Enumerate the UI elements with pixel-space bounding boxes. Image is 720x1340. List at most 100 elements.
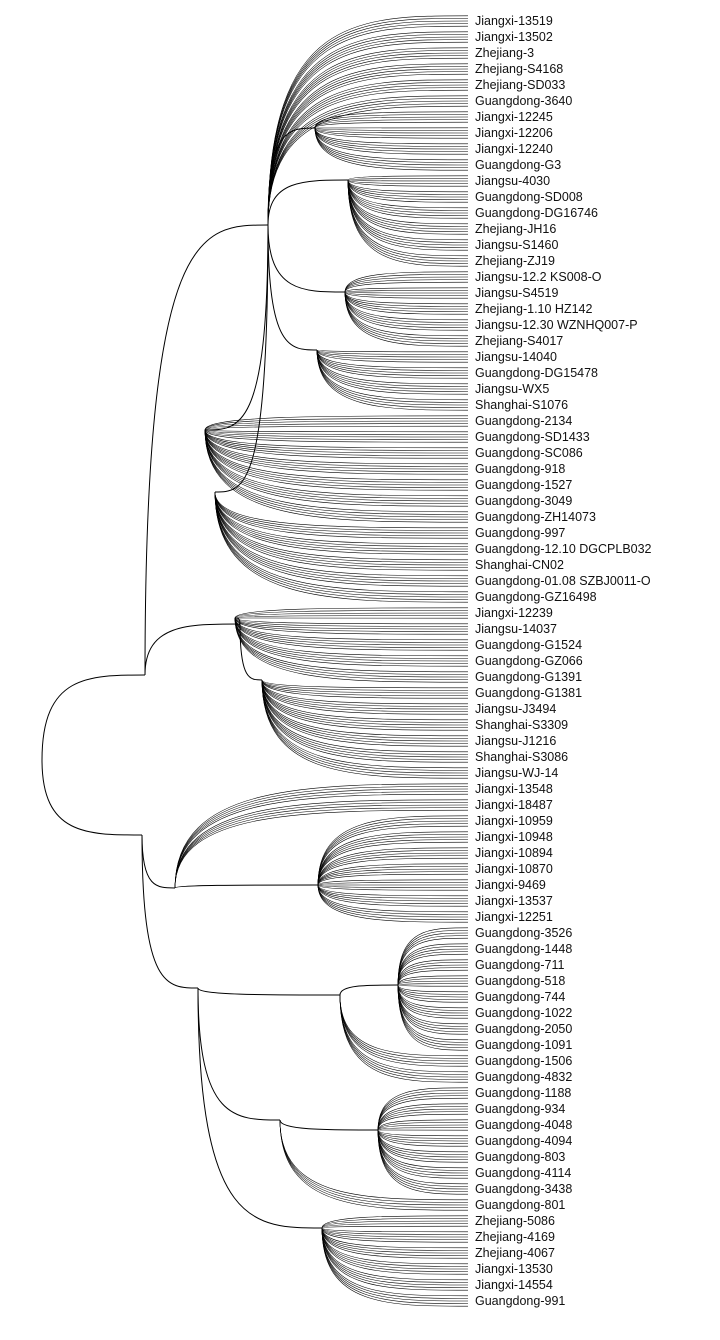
tip-branch [316, 349, 469, 401]
tip-branch [344, 291, 469, 337]
leaf-label: Guangdong-744 [475, 990, 566, 1004]
tip-branch [234, 617, 469, 673]
tip-branch [339, 994, 469, 1067]
tip-branch [317, 884, 469, 923]
tip-branch [204, 429, 469, 507]
tip-branch [214, 491, 469, 603]
leaf-label: Guangdong-12.10 DGCPLB032 [475, 542, 652, 556]
tip-branch [316, 349, 469, 363]
tip-branch [317, 825, 469, 886]
tip-branch [347, 179, 469, 241]
tip-branch [321, 1227, 469, 1251]
tip-branch [317, 841, 469, 886]
leaf-label: Guangdong-1022 [475, 1006, 573, 1020]
leaf-label: Guangdong-801 [475, 1198, 566, 1212]
tip-branch [397, 984, 469, 1003]
tip-branch [314, 119, 469, 129]
tip-branch [397, 983, 469, 986]
tip-branch [261, 679, 469, 771]
leaf-label: Jiangxi-9469 [475, 878, 546, 892]
tip-branch [204, 429, 469, 497]
leaf-label: Jiangxi-12239 [475, 606, 553, 620]
leaf-label: Guangdong-518 [475, 974, 566, 988]
tip-branch [377, 1129, 469, 1176]
tip-branch [204, 429, 469, 451]
tip-branch [347, 179, 469, 227]
leaf-label: Jiangxi-13530 [475, 1262, 553, 1276]
tip-branch [321, 1227, 469, 1299]
tip-branch [214, 491, 469, 584]
tip-branch [214, 491, 469, 587]
tip-branch [321, 1227, 469, 1238]
tip-branch [204, 429, 469, 481]
tip-branch [267, 95, 469, 226]
internal-branch [197, 987, 341, 996]
tip-branch [204, 425, 469, 431]
tip-branch [316, 349, 469, 360]
tip-branch [214, 491, 469, 568]
internal-branch [174, 884, 319, 889]
tip-branch [344, 291, 469, 326]
tip-branch [377, 1129, 469, 1195]
tip-branch [234, 617, 469, 657]
internal-branch [267, 224, 318, 351]
tip-branch [317, 879, 469, 886]
tip-branch [316, 349, 469, 403]
tip-branch [316, 349, 469, 408]
internal-branch [41, 674, 146, 761]
tip-branch [234, 612, 469, 619]
tip-branch [267, 79, 469, 226]
leaf-label: Jiangsu-J1216 [475, 734, 557, 748]
tip-branch [347, 179, 469, 203]
internal-branch [267, 179, 349, 226]
tip-branch [317, 882, 469, 886]
tip-branch [347, 179, 469, 235]
internal-branch [204, 224, 269, 431]
tip-branch [377, 1122, 469, 1131]
tip-branch [344, 271, 469, 293]
tip-branch [377, 1129, 469, 1155]
tip-branch [344, 291, 469, 299]
tip-branch [314, 127, 469, 163]
tip-branch [321, 1227, 469, 1240]
tip-branch [214, 491, 469, 571]
tip-branch [347, 179, 469, 200]
tip-branch [317, 857, 469, 886]
internal-branch [279, 1119, 379, 1131]
tip-branch [316, 349, 469, 369]
tip-branch [317, 884, 469, 915]
internal-branch [267, 224, 346, 293]
leaf-label: Jiangsu-12.2 KS008-O [475, 270, 602, 284]
tip-branch [261, 679, 469, 707]
tip-branch [316, 349, 469, 355]
tip-branch [317, 884, 469, 899]
tip-branch [261, 679, 469, 694]
tip-branch [267, 50, 469, 226]
tip-branch [279, 1119, 469, 1206]
leaf-label: Jiangxi-13548 [475, 782, 553, 796]
leaf-label: Jiangsu-4030 [475, 174, 551, 188]
leaf-label: Guangdong-G1391 [475, 670, 583, 684]
tip-branch [377, 1129, 469, 1137]
leaf-label: Zhejiang-S4017 [475, 334, 564, 348]
tip-branch [377, 1129, 469, 1153]
tip-branch [316, 349, 469, 371]
leaf-label: Guangdong-4048 [475, 1118, 573, 1132]
tip-branch [214, 491, 469, 600]
internal-branch [144, 224, 269, 676]
tip-branch [344, 291, 469, 312]
leaf-label: Jiangxi-12245 [475, 110, 553, 124]
leaf-label: Guangdong-SD008 [475, 190, 583, 204]
leaf-label: Jiangsu-12.30 WZNHQ007-P [475, 318, 638, 332]
tip-branch [321, 1227, 469, 1283]
tip-branch [347, 179, 469, 184]
tip-branch [317, 884, 469, 902]
tip-branch [204, 429, 469, 488]
leaf-label: Jiangsu-S1460 [475, 238, 559, 252]
tip-branch [317, 847, 469, 886]
tip-branch [321, 1227, 469, 1249]
tip-branch [316, 349, 469, 390]
tip-branch [204, 415, 469, 431]
tip-branch [339, 994, 469, 1064]
tip-branch [204, 429, 469, 449]
